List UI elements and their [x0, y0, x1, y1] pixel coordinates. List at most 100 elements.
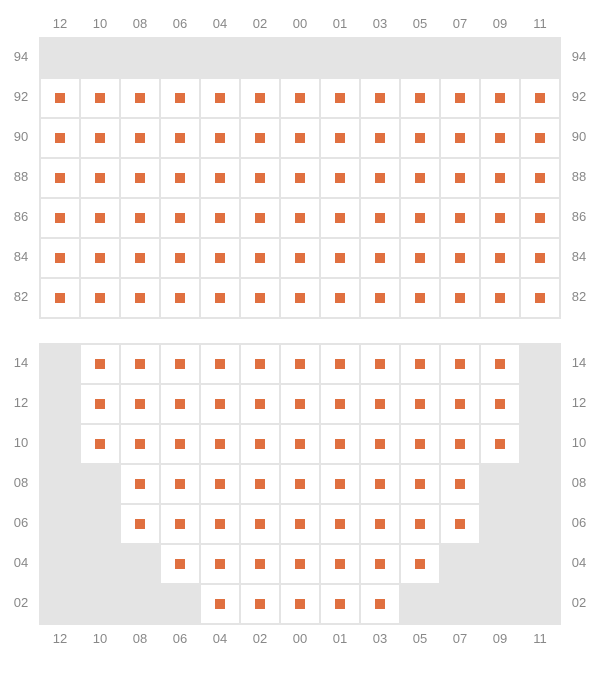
seat-cell[interactable]	[80, 384, 120, 424]
seat-cell[interactable]	[440, 238, 480, 278]
seat-cell[interactable]	[480, 238, 520, 278]
seat-cell[interactable]	[480, 424, 520, 464]
seat-cell[interactable]	[160, 344, 200, 384]
seat-cell[interactable]	[360, 424, 400, 464]
seat-cell[interactable]	[160, 78, 200, 118]
seat-cell[interactable]	[240, 78, 280, 118]
seat-cell[interactable]	[200, 198, 240, 238]
seat-cell[interactable]	[200, 118, 240, 158]
seat-cell[interactable]	[160, 464, 200, 504]
seat-cell[interactable]	[240, 384, 280, 424]
seat-cell[interactable]	[200, 424, 240, 464]
seat-cell[interactable]	[520, 118, 560, 158]
seat-cell[interactable]	[360, 464, 400, 504]
seat-cell[interactable]	[400, 464, 440, 504]
seat-cell[interactable]	[520, 158, 560, 198]
seat-cell[interactable]	[360, 504, 400, 544]
seat-cell[interactable]	[440, 278, 480, 318]
seat-cell[interactable]	[120, 504, 160, 544]
seat-cell[interactable]	[80, 78, 120, 118]
seat-cell[interactable]	[160, 384, 200, 424]
seat-cell[interactable]	[40, 158, 80, 198]
seat-cell[interactable]	[120, 464, 160, 504]
seat-cell[interactable]	[440, 344, 480, 384]
seat-cell[interactable]	[120, 344, 160, 384]
seat-cell[interactable]	[120, 78, 160, 118]
seat-cell[interactable]	[320, 424, 360, 464]
seat-cell[interactable]	[80, 238, 120, 278]
seat-cell[interactable]	[120, 238, 160, 278]
seat-cell[interactable]	[200, 238, 240, 278]
seat-cell[interactable]	[200, 278, 240, 318]
seat-cell[interactable]	[40, 198, 80, 238]
seat-cell[interactable]	[120, 424, 160, 464]
seat-cell[interactable]	[320, 158, 360, 198]
seat-cell[interactable]	[320, 584, 360, 624]
seat-cell[interactable]	[360, 238, 400, 278]
seat-cell[interactable]	[360, 118, 400, 158]
seat-cell[interactable]	[400, 78, 440, 118]
seat-cell[interactable]	[240, 158, 280, 198]
seat-cell[interactable]	[160, 118, 200, 158]
seat-cell[interactable]	[440, 118, 480, 158]
seat-cell[interactable]	[280, 158, 320, 198]
seat-cell[interactable]	[40, 278, 80, 318]
seat-cell[interactable]	[400, 198, 440, 238]
seat-cell[interactable]	[320, 78, 360, 118]
seat-cell[interactable]	[280, 78, 320, 118]
seat-cell[interactable]	[520, 198, 560, 238]
seat-cell[interactable]	[360, 384, 400, 424]
seat-cell[interactable]	[80, 344, 120, 384]
seat-cell[interactable]	[120, 118, 160, 158]
seat-cell[interactable]	[400, 384, 440, 424]
seat-cell[interactable]	[200, 344, 240, 384]
seat-cell[interactable]	[160, 544, 200, 584]
seat-cell[interactable]	[320, 384, 360, 424]
seat-cell[interactable]	[240, 344, 280, 384]
seat-cell[interactable]	[40, 78, 80, 118]
seat-cell[interactable]	[160, 198, 200, 238]
seat-cell[interactable]	[160, 158, 200, 198]
seat-cell[interactable]	[240, 198, 280, 238]
seat-cell[interactable]	[120, 158, 160, 198]
seat-cell[interactable]	[240, 424, 280, 464]
seat-cell[interactable]	[360, 584, 400, 624]
seat-cell[interactable]	[400, 344, 440, 384]
seat-cell[interactable]	[240, 544, 280, 584]
seat-cell[interactable]	[360, 198, 400, 238]
seat-cell[interactable]	[280, 544, 320, 584]
seat-cell[interactable]	[400, 278, 440, 318]
seat-cell[interactable]	[320, 238, 360, 278]
seat-cell[interactable]	[320, 118, 360, 158]
seat-cell[interactable]	[320, 344, 360, 384]
seat-cell[interactable]	[360, 78, 400, 118]
seat-cell[interactable]	[440, 384, 480, 424]
seat-cell[interactable]	[480, 278, 520, 318]
seat-cell[interactable]	[520, 238, 560, 278]
seat-cell[interactable]	[280, 238, 320, 278]
seat-cell[interactable]	[320, 198, 360, 238]
seat-cell[interactable]	[40, 238, 80, 278]
seat-cell[interactable]	[280, 424, 320, 464]
seat-cell[interactable]	[40, 118, 80, 158]
seat-cell[interactable]	[240, 238, 280, 278]
seat-cell[interactable]	[400, 544, 440, 584]
seat-cell[interactable]	[520, 78, 560, 118]
seat-cell[interactable]	[200, 584, 240, 624]
seat-cell[interactable]	[160, 424, 200, 464]
seat-cell[interactable]	[200, 384, 240, 424]
seat-cell[interactable]	[400, 158, 440, 198]
seat-cell[interactable]	[80, 424, 120, 464]
seat-cell[interactable]	[400, 238, 440, 278]
seat-cell[interactable]	[440, 198, 480, 238]
seat-cell[interactable]	[480, 198, 520, 238]
seat-cell[interactable]	[160, 278, 200, 318]
seat-cell[interactable]	[320, 278, 360, 318]
seat-cell[interactable]	[200, 78, 240, 118]
seat-cell[interactable]	[440, 464, 480, 504]
seat-cell[interactable]	[480, 384, 520, 424]
seat-cell[interactable]	[240, 584, 280, 624]
seat-cell[interactable]	[280, 384, 320, 424]
seat-cell[interactable]	[120, 384, 160, 424]
seat-cell[interactable]	[360, 544, 400, 584]
